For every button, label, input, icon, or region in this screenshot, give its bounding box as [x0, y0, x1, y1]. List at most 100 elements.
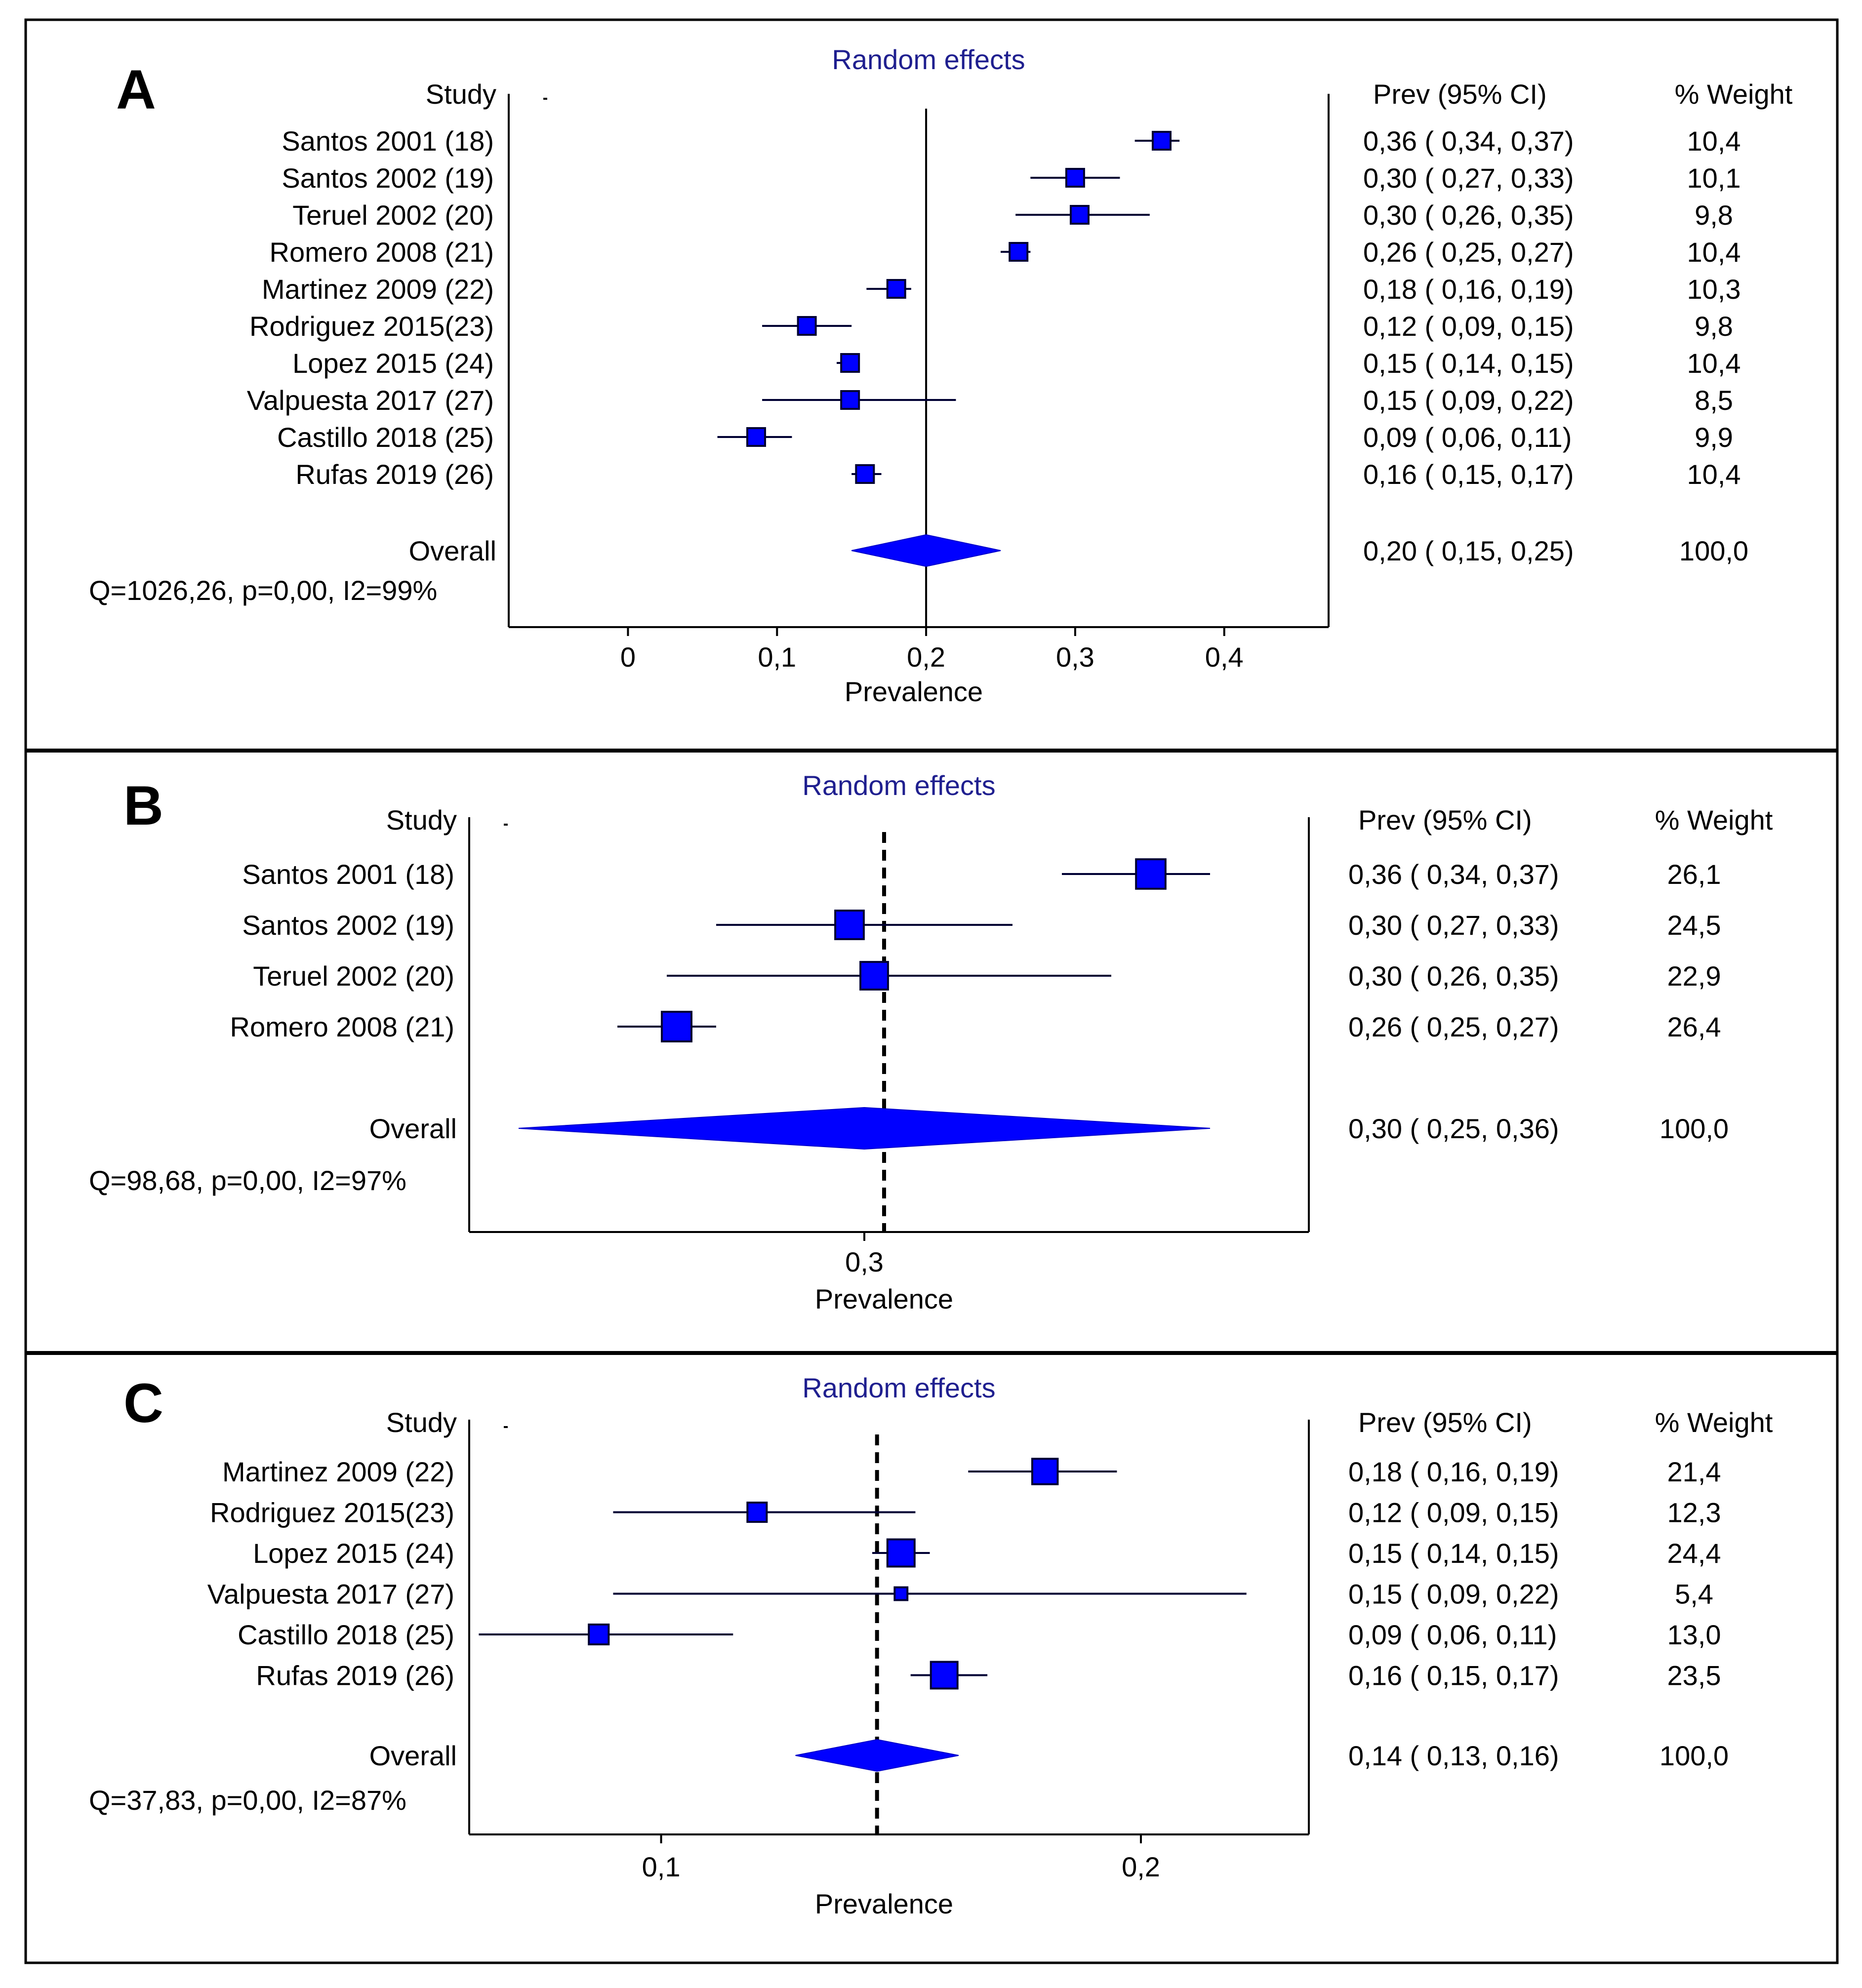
panel-letter: C — [123, 1372, 163, 1434]
prev-ci-value: 0,12 ( 0,09, 0,15) — [1348, 1497, 1559, 1528]
heterogeneity-stat: Q=98,68, p=0,00, I2=97% — [89, 1165, 406, 1196]
point-estimate-square — [886, 1538, 916, 1568]
study-row: Rodriguez 2015(23) 0,12 ( 0,09, 0,15) 12,3 — [210, 1497, 1721, 1528]
weight-value: 21,4 — [1667, 1456, 1721, 1487]
study-name: Rodriguez 2015(23) — [249, 311, 494, 342]
study-header: Study — [386, 804, 457, 835]
point-estimate-square — [746, 427, 767, 447]
weight-value: 24,4 — [1667, 1538, 1721, 1569]
point-estimate-square — [1135, 858, 1167, 890]
point-estimate-square — [886, 279, 906, 299]
weight-value: 22,9 — [1667, 960, 1721, 992]
chart-title: Random effects — [802, 1372, 995, 1403]
chart-title: Random effects — [802, 770, 995, 801]
study-name: Teruel 2002 (20) — [292, 199, 494, 231]
x-tick-label: 0 — [620, 641, 636, 673]
study-row: Santos 2001 (18) 0,36 ( 0,34, 0,37) 26,1 — [242, 858, 1721, 890]
prev-ci-value: 0,15 ( 0,14, 0,15) — [1363, 348, 1574, 379]
prev-ci-value: 0,36 ( 0,34, 0,37) — [1363, 125, 1574, 157]
study-row: Santos 2001 (18) 0,36 ( 0,34, 0,37) 10,4 — [282, 125, 1741, 157]
weight-value: 24,5 — [1667, 910, 1721, 941]
overall-weight: 100,0 — [1660, 1113, 1729, 1144]
study-row: Rufas 2019 (26) 0,16 ( 0,15, 0,17) 23,5 — [256, 1660, 1721, 1691]
study-header: Study — [426, 79, 496, 110]
study-name: Castillo 2018 (25) — [238, 1619, 454, 1650]
prev-ci-value: 0,30 ( 0,27, 0,33) — [1363, 162, 1574, 194]
prev-ci-value: 0,26 ( 0,25, 0,27) — [1348, 1011, 1559, 1042]
study-row: Santos 2002 (19) 0,30 ( 0,27, 0,33) 10,1 — [282, 162, 1741, 194]
study-name: Lopez 2015 (24) — [253, 1538, 454, 1569]
study-row: Romero 2008 (21) 0,26 ( 0,25, 0,27) 26,4 — [230, 1011, 1721, 1042]
study-row: Romero 2008 (21) 0,26 ( 0,25, 0,27) 10,4 — [270, 237, 1741, 268]
prev-ci-value: 0,12 ( 0,09, 0,15) — [1363, 311, 1574, 342]
overall-label: Overall — [409, 535, 496, 566]
overall-label: Overall — [369, 1740, 457, 1771]
figure-frame — [24, 18, 1839, 1964]
panel-a: A Random effects Study Prev (95% CI) % Weigh… — [26, 44, 1837, 753]
x-axis-label: Prevalence — [845, 676, 983, 707]
weight-value: 10,4 — [1687, 459, 1741, 490]
panel-letter: B — [123, 775, 163, 836]
study-name: Valpuesta 2017 (27) — [247, 385, 494, 416]
point-estimate-square — [661, 1011, 692, 1042]
point-estimate-square — [1009, 242, 1029, 262]
x-tick-label: 0,3 — [845, 1246, 884, 1277]
weight-value: 10,1 — [1687, 162, 1741, 194]
study-name: Romero 2008 (21) — [230, 1011, 454, 1042]
prev-ci-value: 0,09 ( 0,06, 0,11) — [1363, 422, 1572, 453]
x-tick-label: 0,1 — [642, 1851, 681, 1882]
panel-b: B Random effects Study Prev (95% CI) % Weigh… — [26, 770, 1837, 1355]
panel-letter: A — [116, 59, 156, 120]
study-name: Rodriguez 2015(23) — [210, 1497, 454, 1528]
weight-value: 12,3 — [1667, 1497, 1721, 1528]
point-estimate-square — [840, 390, 860, 410]
study-row: Rodriguez 2015(23) 0,12 ( 0,09, 0,15) 9,8 — [249, 311, 1733, 342]
prev-ci-value: 0,30 ( 0,27, 0,33) — [1348, 910, 1559, 941]
prev-ci-value: 0,30 ( 0,26, 0,35) — [1348, 960, 1559, 992]
study-row: Martinez 2009 (22) 0,18 ( 0,16, 0,19) 21,4 — [222, 1456, 1721, 1487]
study-name: Santos 2001 (18) — [242, 859, 454, 890]
weight-value: 9,9 — [1695, 422, 1733, 453]
prev-ci-value: 0,15 ( 0,09, 0,22) — [1348, 1579, 1559, 1610]
prev-header: Prev (95% CI) — [1358, 804, 1532, 835]
study-row: Rufas 2019 (26) 0,16 ( 0,15, 0,17) 10,4 — [295, 459, 1741, 490]
overall-diamond — [851, 534, 1001, 567]
panel-c: C Random effects Study Prev (95% CI) % Weigh… — [89, 1372, 1773, 1919]
x-tick-label: 0,4 — [1205, 641, 1244, 673]
point-estimate-square — [1031, 1458, 1059, 1485]
overall-prev-ci: 0,20 ( 0,15, 0,25) — [1363, 535, 1574, 566]
study-name: Romero 2008 (21) — [270, 237, 494, 268]
heterogeneity-stat: Q=1026,26, p=0,00, I2=99% — [89, 575, 437, 606]
x-tick-label: 0,3 — [1056, 641, 1094, 673]
weight-value: 10,4 — [1687, 348, 1741, 379]
prev-ci-value: 0,16 ( 0,15, 0,17) — [1363, 459, 1574, 490]
chart-title: Random effects — [832, 44, 1025, 75]
study-name: Valpuesta 2017 (27) — [207, 1579, 454, 1610]
prev-ci-value: 0,18 ( 0,16, 0,19) — [1363, 274, 1574, 305]
point-estimate-square — [859, 961, 889, 991]
overall-label: Overall — [369, 1113, 457, 1144]
study-name: Rufas 2019 (26) — [295, 459, 494, 490]
prev-ci-value: 0,26 ( 0,25, 0,27) — [1363, 237, 1574, 268]
prev-header: Prev (95% CI) — [1358, 1407, 1532, 1438]
weight-value: 9,8 — [1695, 199, 1733, 231]
prev-ci-value: 0,16 ( 0,15, 0,17) — [1348, 1660, 1559, 1691]
x-tick-label: 0,1 — [758, 641, 796, 673]
point-estimate-square — [1065, 168, 1085, 188]
study-header: Study — [386, 1407, 457, 1438]
point-estimate-square — [893, 1586, 909, 1601]
study-row: Lopez 2015 (24) 0,15 ( 0,14, 0,15) 24,4 — [253, 1538, 1721, 1569]
point-estimate-square — [930, 1661, 959, 1690]
heterogeneity-stat: Q=37,83, p=0,00, I2=87% — [89, 1785, 406, 1816]
study-name: Santos 2002 (19) — [282, 162, 494, 194]
weight-value: 8,5 — [1695, 385, 1733, 416]
study-name: Martinez 2009 (22) — [222, 1456, 454, 1487]
weight-value: 23,5 — [1667, 1660, 1721, 1691]
study-row: Castillo 2018 (25) 0,09 ( 0,06, 0,11) 9,9 — [277, 422, 1733, 453]
prev-ci-value: 0,15 ( 0,09, 0,22) — [1363, 385, 1574, 416]
point-estimate-square — [834, 910, 865, 940]
study-name: Santos 2001 (18) — [282, 125, 494, 157]
prev-ci-value: 0,09 ( 0,06, 0,11) — [1348, 1619, 1557, 1650]
study-row: Castillo 2018 (25) 0,09 ( 0,06, 0,11) 13,0 — [238, 1619, 1721, 1650]
